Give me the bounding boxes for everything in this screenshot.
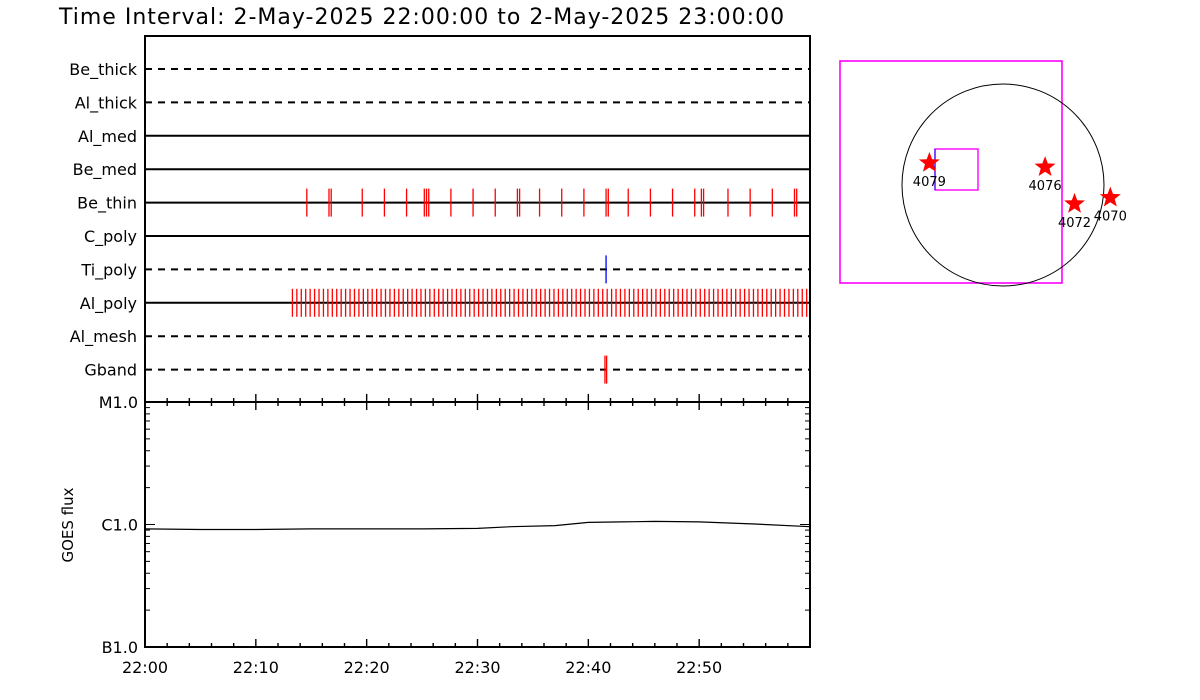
filter-label-al_thick: Al_thick	[75, 93, 138, 113]
filter-label-be_thin: Be_thin	[77, 194, 137, 214]
region-star-4070	[1099, 186, 1121, 207]
goes-flux-panel: GOES flux M1.0 C1.0 B1.022:00 22:10 22:20 22:…	[59, 393, 811, 677]
x-tick-label: 22:30	[454, 658, 500, 677]
figure-title: Time Interval: 2-May-2025 22:00:00 to 2-…	[58, 5, 785, 30]
goes-flux-line	[144, 520, 811, 531]
y-tick-label: M1.0	[99, 393, 138, 412]
goes-y-axis-title: GOES flux	[59, 487, 77, 562]
region-label-4072: 4072	[1058, 216, 1091, 231]
filter-label-ti_poly: Ti_poly	[80, 260, 137, 280]
region-label-4070: 4070	[1094, 210, 1127, 225]
solar-map-panel: 4079 4076 4072 4070	[839, 60, 1127, 287]
y-tick-label: B1.0	[102, 638, 138, 657]
filter-label-be_thick: Be_thick	[69, 60, 137, 80]
y-tick-label: C1.0	[101, 516, 138, 535]
solar-disk	[901, 83, 1105, 287]
x-tick-label: 22:00	[122, 658, 168, 677]
x-tick-label: 22:40	[565, 658, 611, 677]
region-label-4079: 4079	[913, 175, 946, 190]
region-label-4076: 4076	[1029, 179, 1062, 194]
filter-label-al_poly: Al_poly	[80, 294, 137, 314]
x-tick-label: 22:10	[233, 658, 279, 677]
region-star-4079	[918, 151, 940, 172]
x-tick-label: 22:50	[676, 658, 722, 677]
goes-frame	[144, 401, 811, 648]
fov-box	[839, 60, 1063, 284]
filter-label-al_mesh: Al_mesh	[70, 327, 137, 347]
filter-timeline-panel: Be_thick Al_thick Al_med Be_med Be_thin C_pol…	[69, 35, 811, 403]
x-tick-label: 22:20	[344, 658, 390, 677]
region-star-4072	[1064, 192, 1085, 213]
filter-label-gband: Gband	[84, 361, 137, 380]
filter-label-c_poly: C_poly	[84, 227, 137, 247]
region-star-4076	[1034, 156, 1056, 176]
filter-label-be_med: Be_med	[73, 160, 137, 180]
filter-label-al_med: Al_med	[78, 127, 137, 147]
timeline-frame	[144, 35, 811, 403]
